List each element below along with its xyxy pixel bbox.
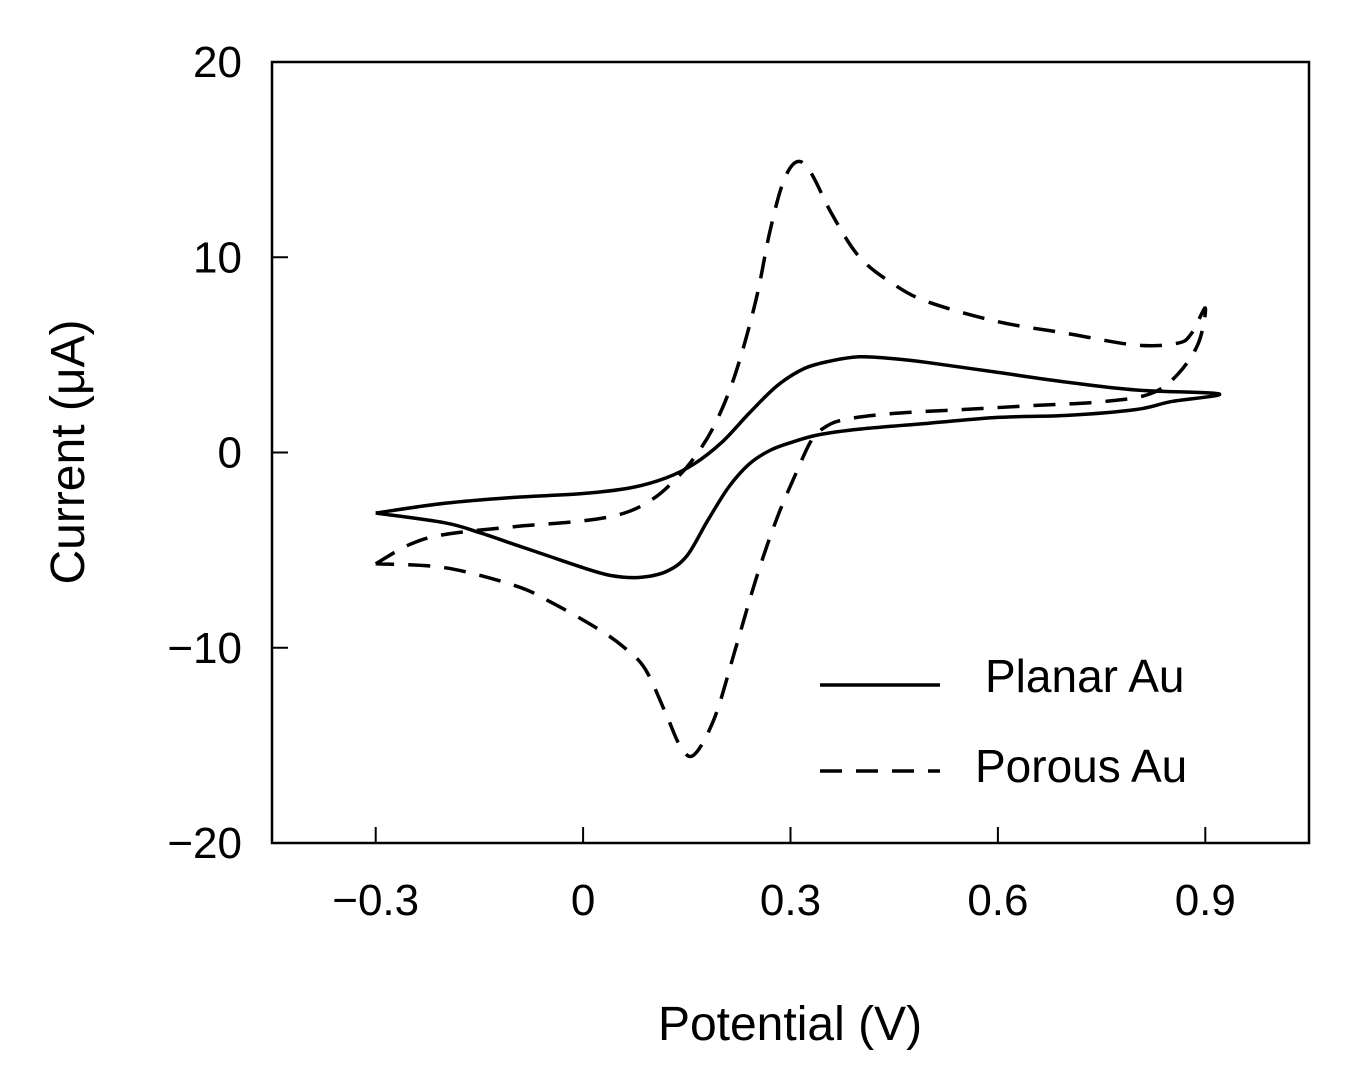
legend: Planar Au Porous Au bbox=[820, 650, 1187, 792]
data-series bbox=[374, 159, 1222, 759]
y-tick-label: −10 bbox=[167, 624, 242, 673]
series-line-planar-au bbox=[375, 355, 1222, 580]
y-axis-title: Current (μA) bbox=[42, 319, 95, 584]
axis-ticks bbox=[272, 61, 1207, 844]
y-tick-label: −20 bbox=[167, 819, 242, 868]
y-tick-label: 0 bbox=[218, 429, 242, 478]
series-line-porous-au bbox=[374, 159, 1208, 759]
axis-tick-labels: −0.3 0 0.3 0.6 0.9 −20 −10 0 10 20 bbox=[167, 38, 1236, 925]
x-tick-label: 0.3 bbox=[760, 876, 821, 925]
x-tick-label: −0.3 bbox=[332, 876, 419, 925]
y-tick-label: 20 bbox=[193, 38, 242, 87]
legend-label-planar-au: Planar Au bbox=[985, 650, 1184, 702]
x-tick-label: 0.9 bbox=[1175, 876, 1236, 925]
y-tick-label: 10 bbox=[193, 233, 242, 282]
plot-frame bbox=[270, 60, 1311, 845]
legend-label-porous-au: Porous Au bbox=[975, 740, 1187, 792]
x-tick-label: 0.6 bbox=[967, 876, 1028, 925]
x-axis-title: Potential (V) bbox=[658, 998, 922, 1051]
x-tick-label: 0 bbox=[571, 876, 595, 925]
